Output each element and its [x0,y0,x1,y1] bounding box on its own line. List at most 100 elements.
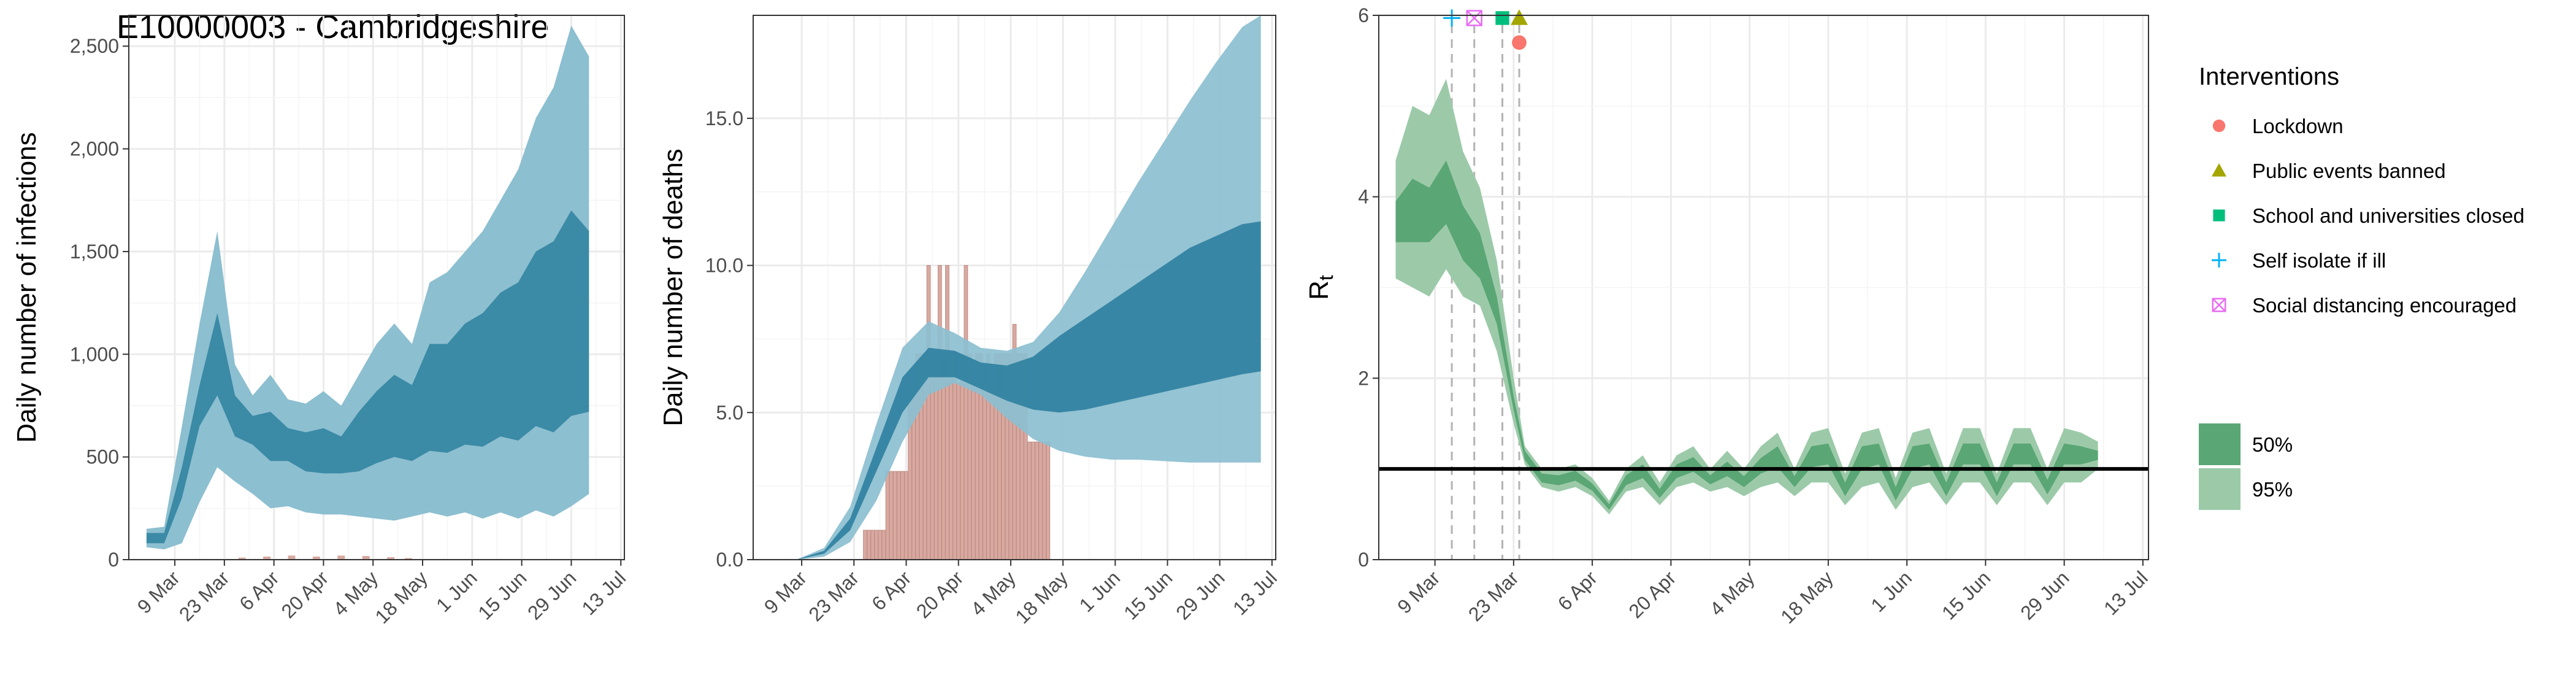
schools-closed-marker [1495,11,1509,25]
infections-panel-border [128,15,625,560]
observed-case-bar [288,555,296,560]
death-bar [870,530,875,560]
death-bar [867,530,872,560]
x-tick-label: 6 Apr [867,566,916,615]
rt-y-axis-subscript: t [1315,275,1337,280]
x-tick-label: 18 May [1011,566,1072,628]
x-tick-label: 6 Apr [235,566,283,615]
legend-band-swatch [2199,468,2241,510]
legend-interventions: Lockdown Public events banned School and u… [2212,115,2524,317]
legend-label: Public events banned [2252,160,2446,182]
death-bar [885,471,890,560]
y-tick-label: 15.0 [705,107,743,129]
chart-title: E10000003 - Cambridgeshire [117,9,549,45]
death-bar [1042,441,1047,560]
legend-band-label: 50% [2252,433,2293,456]
deaths-panel-border [753,15,1276,560]
x-tick-label: 1 Jun [1075,566,1124,616]
rt-panel-border [1378,15,2149,560]
y-tick-label: 6 [1358,4,1369,26]
observed-case-bar [362,555,370,560]
observed-case-bar [312,556,320,560]
x-tick-label: 29 Jun [2016,566,2073,623]
legend-label: Lockdown [2252,115,2344,137]
x-tick-label: 4 May [1705,566,1758,620]
rt-intervention-markers [1443,9,1528,50]
infections-observed [238,555,412,560]
infections-band-50 [146,210,589,544]
x-tick-label: 18 May [1776,566,1838,628]
death-bar [1031,441,1035,560]
death-bar [1027,441,1032,560]
death-bar [937,265,942,560]
death-bar [990,382,994,560]
lockdown-marker [1512,35,1527,50]
legend-band-swatch [2199,423,2241,465]
death-bar [881,530,886,560]
public-events-marker [1511,9,1528,25]
infections-y-axis-label: Daily number of infections [12,132,42,442]
y-tick-label: 2,500 [70,35,119,57]
death-bar [889,471,894,560]
death-bar [971,382,976,560]
x-tick-label: 15 Jun [1938,566,1995,623]
death-bar [892,471,897,560]
death-bar [878,530,883,560]
x-tick-label: 23 Mar [804,566,863,625]
x-tick-label: 18 May [370,566,432,628]
y-tick-label: 1,500 [70,241,119,263]
x-tick-label: 13 Jul [2099,566,2152,619]
x-tick-label: 20 Apr [277,566,333,622]
death-bar [896,471,901,560]
self-isolate-marker [1443,9,1461,27]
x-tick-label: 23 Mar [175,566,234,625]
death-bar [900,471,905,560]
legend-marker-circle [2212,119,2226,133]
deaths-y-axis-label: Daily number of deaths [658,149,688,426]
rt-band-50 [1395,160,2098,510]
deaths-area-50 [772,221,1261,560]
observed-case-bar [404,558,412,560]
death-bar [926,265,931,560]
death-bar [953,353,957,560]
death-bar [863,530,867,560]
y-tick-label: 0 [1358,549,1369,571]
infections-area-50 [146,210,589,544]
social-distancing-marker [1466,10,1482,26]
observed-case-bar [337,555,345,560]
x-tick-label: 29 Jun [1171,566,1229,623]
death-bar [1038,441,1043,560]
x-tick-label: 9 Mar [1393,566,1444,618]
y-tick-label: 0 [108,549,119,571]
x-tick-label: 13 Jul [1229,566,1281,619]
x-tick-label: 29 Jun [523,566,580,623]
legend-band-label: 95% [2252,478,2293,501]
death-bar [1046,441,1051,560]
deaths-band-50 [772,221,1261,560]
rt-x-ticks: 9 Mar 23 Mar 6 Apr 20 Apr 4 May 18 May 1 Jun 15… [1393,560,2152,628]
legend-marker-boxx [2212,298,2226,312]
rt-area-50 [1395,160,2098,510]
y-tick-label: 500 [86,446,119,468]
x-tick-label: 20 Apr [912,566,968,622]
y-tick-label: 2,000 [70,138,119,160]
x-tick-label: 23 Mar [1464,566,1523,625]
y-tick-label: 10.0 [705,255,743,277]
rt-y-axis-label: Rt [1304,275,1337,300]
y-tick-label: 5.0 [716,401,743,423]
death-bar [1035,441,1039,560]
y-tick-label: 1,000 [70,343,119,365]
x-tick-label: 6 Apr [1554,566,1602,615]
x-tick-label: 15 Jun [473,566,531,623]
death-bar [982,382,987,560]
legend: Interventions Lockdown Public events bann… [2199,63,2524,510]
death-bar [956,382,961,560]
legend-label: Social distancing encouraged [2252,294,2517,317]
rt-band-95 [1395,79,2098,515]
y-tick-label: 0.0 [716,549,743,571]
